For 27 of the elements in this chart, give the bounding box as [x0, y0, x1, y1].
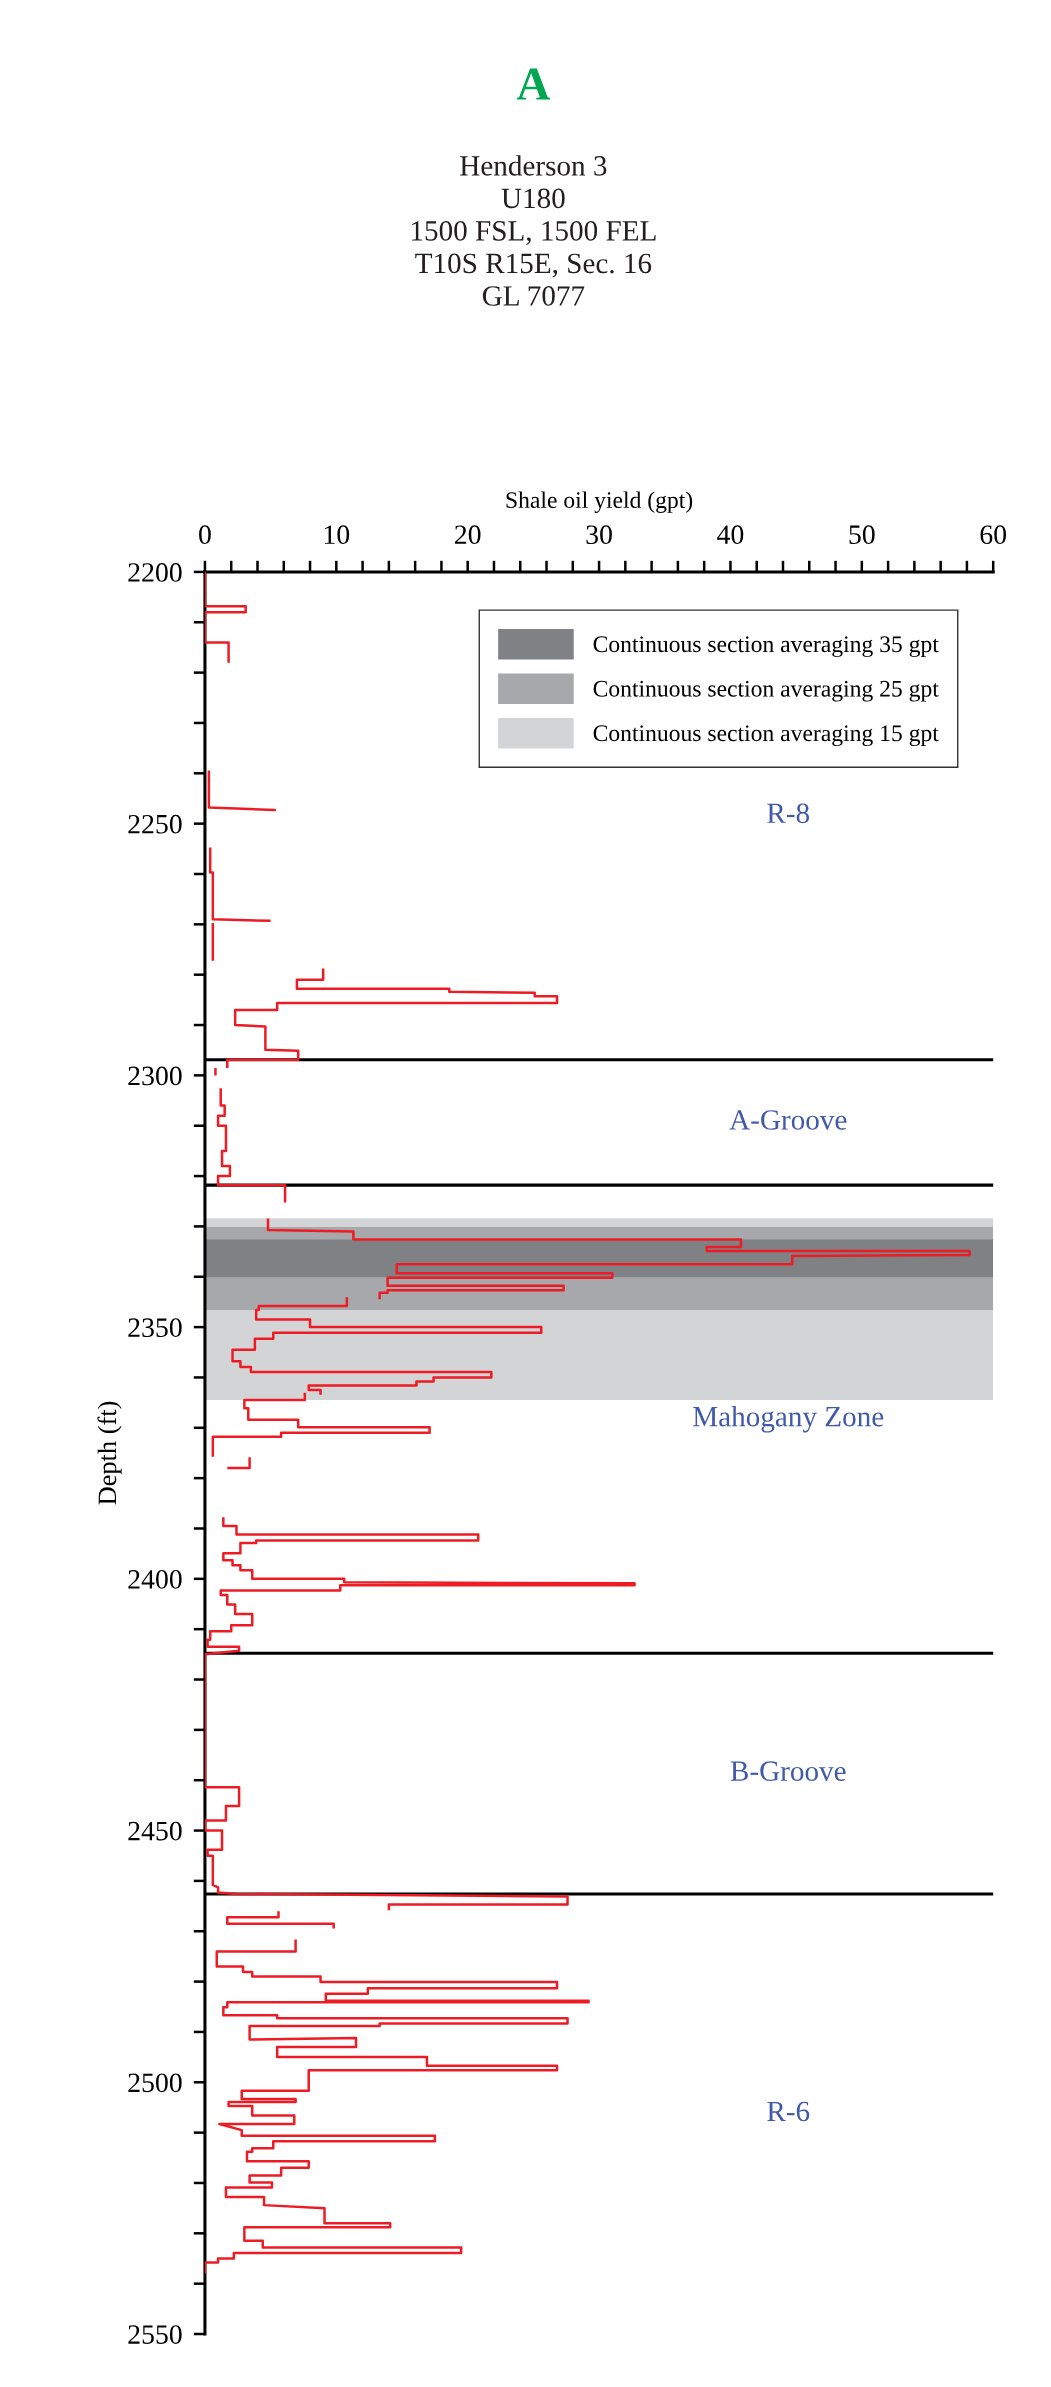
y-tick-label: 2400: [128, 1570, 182, 1589]
y-tick-label: 2300: [128, 1066, 182, 1086]
y-tick-label: 2350: [128, 1318, 182, 1338]
legend-label: Continuous section averaging 25 gpt: [593, 680, 939, 702]
chart-title: A: [516, 68, 551, 100]
x-tick-label: 10: [324, 525, 350, 545]
y-tick-label: 2450: [128, 1821, 182, 1841]
x-tick-label: 0: [199, 525, 211, 545]
x-tick-label: 50: [849, 525, 875, 545]
x-axis-title: Shale oil yield (gpt): [506, 491, 693, 513]
legend-label: Continuous section averaging 15 gpt: [593, 725, 939, 747]
annotation: A-Groove: [729, 1110, 847, 1130]
y-tick-label: 2250: [128, 814, 182, 834]
y-tick-label: 2550: [128, 2325, 182, 2344]
y-tick-label: 2200: [128, 563, 182, 582]
y-axis-title: Depth (ft): [97, 1401, 122, 1505]
x-tick-label: 60: [980, 525, 1007, 545]
annotation: B-Groove: [730, 1761, 846, 1781]
x-tick-label: 20: [455, 525, 481, 545]
annotation: Mahogany Zone: [693, 1405, 884, 1433]
y-tick-label: 2500: [128, 2073, 182, 2093]
x-tick-label: 30: [586, 525, 612, 545]
annotation: R-6: [767, 2101, 810, 2122]
x-tick-label: 40: [717, 525, 744, 545]
annotation: R-8: [767, 803, 810, 824]
legend-label: Continuous section averaging 35 gpt: [593, 636, 939, 658]
chart-subtitle: Henderson 3 U180 1500 FSL, 1500 FEL T10S R15E, Sec. 16 GL 7077: [411, 155, 656, 306]
